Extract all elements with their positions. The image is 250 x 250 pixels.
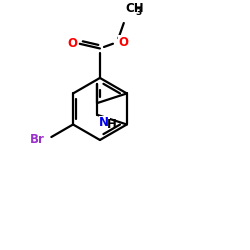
Text: O: O <box>68 37 78 50</box>
Text: O: O <box>118 36 128 49</box>
Text: CH: CH <box>126 2 144 16</box>
Text: H: H <box>107 118 117 131</box>
Text: Br: Br <box>30 134 45 146</box>
Text: N: N <box>99 116 109 129</box>
Text: 3: 3 <box>136 8 142 17</box>
